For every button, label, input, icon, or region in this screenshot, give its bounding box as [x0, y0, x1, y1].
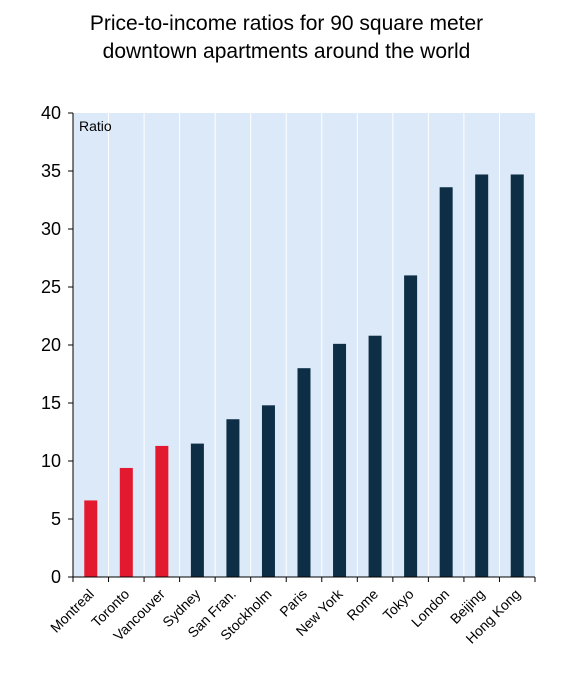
bar [510, 174, 524, 578]
bar [226, 419, 240, 577]
y-tick-label: 0 [51, 567, 61, 587]
axes [68, 112, 536, 582]
chart-title: Price-to-income ratios for 90 square met… [0, 10, 573, 66]
bar [333, 343, 347, 577]
y-tick-label: 15 [41, 393, 61, 413]
bar [261, 405, 275, 577]
y-tick-label: 35 [41, 161, 61, 181]
chart-title-line-1: Price-to-income ratios for 90 square met… [89, 12, 484, 35]
bar [190, 443, 204, 577]
x-category-label: Montreal [47, 586, 97, 636]
bar [297, 368, 311, 577]
bar [475, 174, 489, 578]
bars [84, 174, 524, 578]
y-tick-label: 10 [41, 451, 61, 471]
chart-title-line-2: downtown apartments around the world [102, 40, 471, 63]
bar [368, 335, 382, 577]
y-axis-label: Ratio [79, 118, 112, 134]
y-tick-label: 30 [41, 219, 61, 239]
y-tick-label: 25 [41, 277, 61, 297]
grid-lines [108, 113, 500, 577]
y-tick-label: 40 [41, 103, 61, 123]
bar [404, 275, 418, 577]
y-tick-label: 20 [41, 335, 61, 355]
y-tick-labels: 0 5 10 15 20 25 30 35 40 [41, 103, 61, 587]
y-tick-label: 5 [51, 509, 61, 529]
bar [155, 445, 169, 577]
bar [84, 500, 98, 577]
x-category-label: London [408, 586, 452, 630]
bar [119, 467, 133, 577]
x-category-label: Rome [343, 586, 381, 624]
bar [439, 187, 453, 578]
